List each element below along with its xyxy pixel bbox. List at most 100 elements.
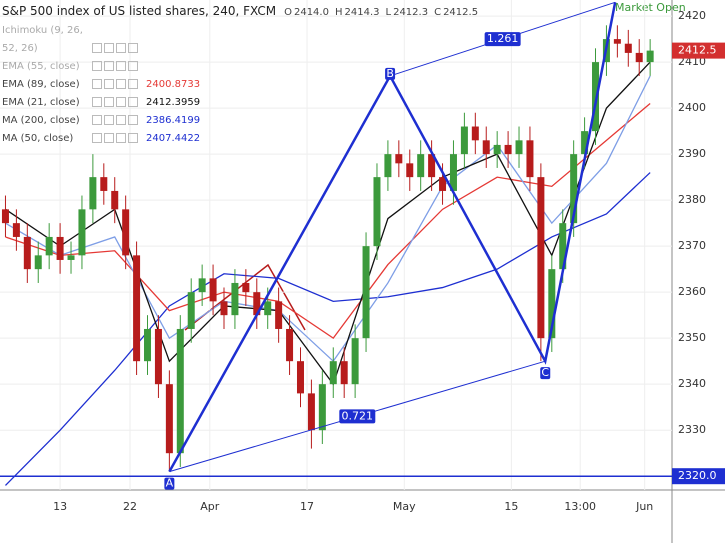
indicator-name: MA (50, close)	[2, 133, 74, 144]
candle-body	[646, 50, 654, 63]
candle-body	[220, 301, 228, 316]
indicator-icon	[116, 133, 126, 143]
ohlc-key: C	[434, 7, 442, 18]
last-price-label: 2412.5	[678, 44, 717, 57]
indicator-icon	[116, 97, 126, 107]
candle-body	[504, 144, 512, 155]
level-label: 2320.0	[678, 469, 717, 482]
candle-body	[122, 209, 130, 256]
candle-body	[417, 154, 425, 178]
x-tick-label: 13	[53, 500, 67, 513]
candle-body	[581, 131, 589, 155]
y-tick-label: 2370	[678, 239, 706, 252]
ohlc-key: H	[334, 7, 343, 18]
candle-body	[406, 163, 414, 178]
indicator-icon	[104, 79, 114, 89]
candle-body	[318, 384, 326, 431]
plot-area	[0, 0, 672, 490]
indicator-icon	[92, 61, 102, 71]
indicator-row: EMA (21, close) 2412.3959	[2, 94, 484, 112]
ratio-label: 0.721	[342, 409, 374, 422]
last-price-box	[672, 42, 725, 59]
candle-body	[624, 43, 632, 53]
candle-body	[1, 209, 9, 224]
candle-body	[548, 269, 556, 339]
candle-body	[144, 328, 152, 362]
x-tick-label: 22	[123, 500, 137, 513]
candle-body	[296, 361, 304, 394]
indicator-icon	[104, 115, 114, 125]
candle-body	[12, 223, 20, 237]
candle-body	[78, 209, 86, 256]
x-tick-label: 17	[300, 500, 314, 513]
candle-body	[187, 292, 195, 329]
indicator-value: 2386.4199	[146, 115, 201, 126]
candle-body	[34, 255, 42, 270]
indicator-icon	[128, 79, 138, 89]
y-tick-label: 2330	[678, 423, 706, 436]
candle-body	[362, 246, 370, 339]
x-tick-label: Apr	[200, 500, 220, 513]
indicator-icon	[92, 133, 102, 143]
x-tick-label: 13:00	[564, 500, 596, 513]
indicator-icon	[104, 61, 114, 71]
candle-body	[460, 126, 468, 155]
indicator-icon	[104, 97, 114, 107]
candle-body	[89, 177, 97, 210]
point-box	[385, 67, 396, 80]
indicator-icon	[92, 43, 102, 53]
market-status: Market Open	[615, 1, 686, 14]
moving-average-line	[5, 103, 651, 340]
y-tick-label: 2340	[678, 377, 706, 390]
candle-body	[307, 393, 315, 431]
x-tick-label: 15	[504, 500, 518, 513]
ohlc-value: 2412.3	[393, 7, 429, 18]
indicator-icon	[116, 115, 126, 125]
candle-body	[67, 255, 75, 260]
x-tick-label: Jun	[635, 500, 653, 513]
y-tick-label: 2380	[678, 193, 706, 206]
y-tick-label: 2400	[678, 101, 706, 114]
candle-body	[176, 328, 184, 454]
moving-average-line	[5, 172, 651, 486]
candle-body	[428, 154, 436, 178]
ohlc-value: 2412.5	[443, 7, 479, 18]
y-tick-label: 2420	[678, 9, 706, 22]
candle-body	[526, 140, 534, 178]
candle-body	[23, 236, 31, 270]
candle-body	[471, 126, 479, 141]
indicator-icon	[92, 115, 102, 125]
point-box	[164, 477, 175, 490]
indicator-name: Ichimoku (9, 26, 52, 26)	[2, 25, 83, 54]
indicator-icon	[128, 97, 138, 107]
candle-body	[198, 278, 206, 293]
candle-body	[56, 236, 64, 260]
candle-body	[329, 361, 337, 385]
indicator-icon	[92, 97, 102, 107]
indicator-icon	[116, 43, 126, 53]
candle-body	[395, 154, 403, 164]
candle-body	[493, 144, 501, 155]
candle-body	[133, 255, 141, 362]
indicator-icon	[128, 61, 138, 71]
candle-body	[570, 154, 578, 224]
ohlc-value: 2414.3	[344, 7, 380, 18]
candle-body	[373, 177, 381, 247]
candle-body	[537, 177, 545, 339]
candle-body	[613, 39, 621, 44]
candle-body	[515, 140, 523, 155]
candle-body	[275, 301, 283, 329]
indicator-value: 2412.3959	[146, 97, 201, 108]
candle-body	[592, 62, 600, 132]
indicator-row: EMA (55, close)	[2, 58, 484, 76]
pattern-line	[168, 2, 617, 473]
candle-body	[340, 361, 348, 385]
ratio-box	[339, 409, 376, 424]
level-label-box	[672, 468, 725, 485]
indicator-icon	[128, 133, 138, 143]
point-box	[540, 367, 551, 380]
candle-body	[231, 282, 239, 316]
indicator-icon	[104, 133, 114, 143]
